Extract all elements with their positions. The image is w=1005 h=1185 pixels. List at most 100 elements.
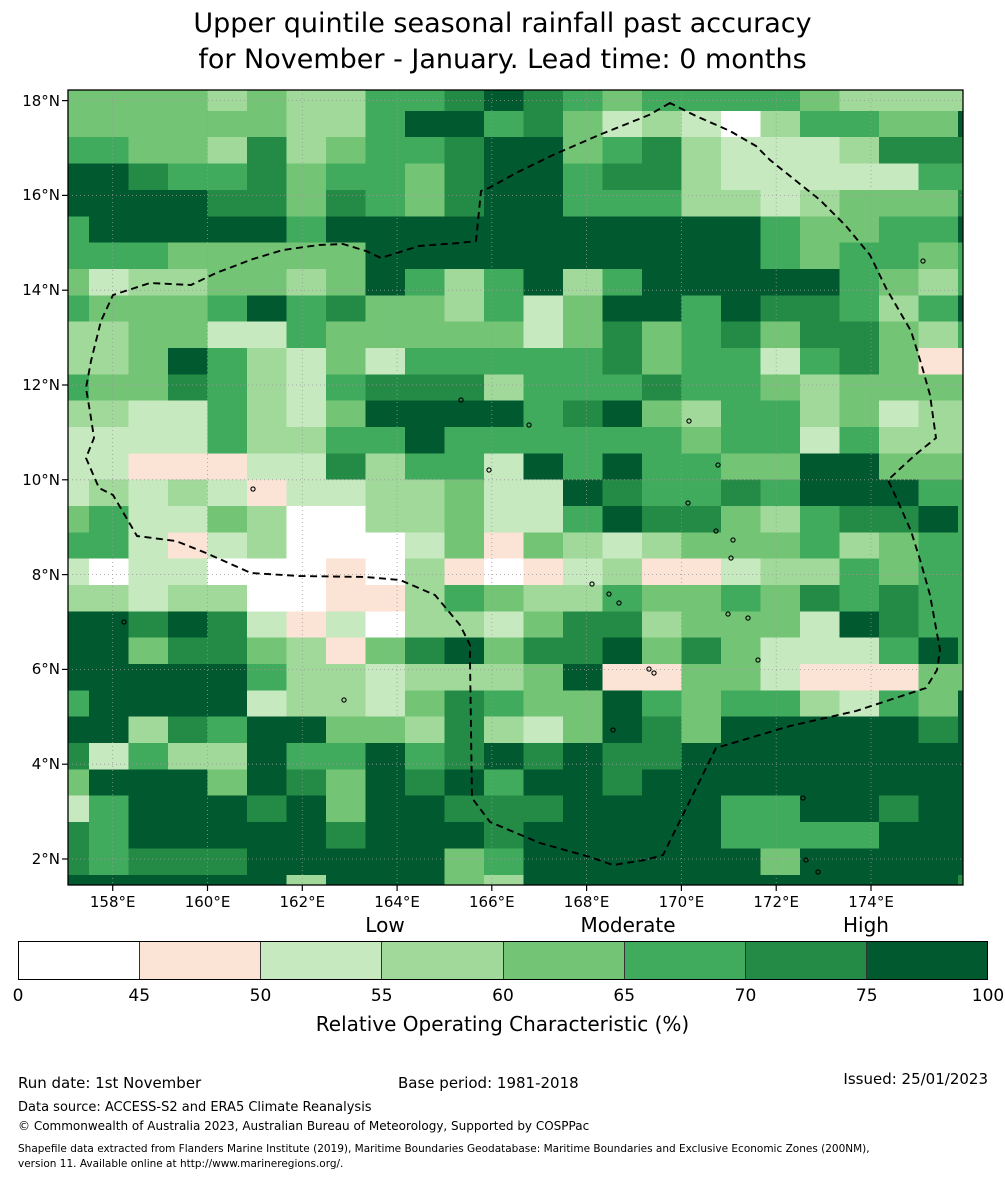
shapefile-attribution-line1: Shapefile data extracted from Flanders M… [18,1143,870,1155]
heatmap-cell [602,690,643,718]
heatmap-cell [484,611,524,639]
heatmap-cell [168,611,208,639]
heatmap-cell [365,690,406,718]
heatmap-cell [247,479,287,507]
heatmap-cell [286,90,327,112]
heatmap-cell [68,216,90,243]
heatmap-cell [760,400,801,428]
heatmap-cell [484,506,524,533]
heatmap-cell [602,321,643,349]
heatmap-cell [681,321,722,349]
heatmap-cell [918,137,959,164]
heatmap-cell [602,189,643,217]
heatmap-cell [602,506,643,533]
heatmap-cell [484,268,524,296]
heatmap-cell [444,690,485,718]
heatmap-cell [405,268,445,296]
island-mark [589,581,595,587]
heatmap-cell [68,822,90,849]
heatmap-cell [563,532,603,560]
colorbar-segment [866,942,987,979]
heatmap-cell [89,321,129,349]
heatmap-cell [247,769,287,797]
heatmap-cell [128,716,169,744]
heatmap-cell [800,110,840,138]
heatmap-cell [405,848,445,876]
heatmap-cell [800,532,840,560]
heatmap-cell [365,216,406,243]
heatmap-cell [68,242,90,270]
heatmap-cell [642,848,682,876]
y-tick-label: 18°N [22,91,60,110]
heatmap-cell [207,374,248,401]
heatmap-cell [721,743,761,770]
heatmap-cell [286,321,327,349]
heatmap-cell [642,321,682,349]
heatmap-cell [800,268,840,296]
heatmap-cell [800,611,840,639]
heatmap-cell [642,822,682,849]
heatmap-cell [721,637,761,665]
heatmap-cell [89,743,129,770]
heatmap-cell [800,795,840,823]
heatmap-cell [365,163,406,191]
heatmap-cell [207,795,248,823]
heatmap-cell [326,189,366,217]
heatmap-cell [839,321,880,349]
heatmap-cell [405,506,445,533]
heatmap-cell [602,400,643,428]
heatmap-cell [839,874,880,886]
heatmap-cell [89,848,129,876]
heatmap-cell [207,242,248,270]
heatmap-cell [958,637,964,665]
heatmap-cell [918,874,959,886]
heatmap-cell [760,506,801,533]
heatmap-cell [68,295,90,322]
heatmap-cell [484,400,524,428]
heatmap-cell [602,822,643,849]
island-mark [800,795,806,801]
heatmap-cell [168,90,208,112]
heatmap-cell [444,585,485,612]
heatmap-cell [68,268,90,296]
heatmap-cell [958,585,964,612]
heatmap-cell [839,426,880,454]
heatmap-cell [89,479,129,507]
heatmap-cell [958,506,964,533]
heatmap-cell [326,242,366,270]
heatmap-cell [642,137,682,164]
heatmap-cell [247,848,287,876]
heatmap-cell [405,558,445,586]
eez-boundary-line [85,102,941,866]
heatmap-cell [602,426,643,454]
heatmap-cell [760,558,801,586]
heatmap-cell [89,716,129,744]
heatmap-cell [918,506,959,533]
heatmap-cell [128,374,169,401]
heatmap-cell [721,268,761,296]
heatmap-cell [405,426,445,454]
heatmap-cell [681,90,722,112]
heatmap-cell [800,769,840,797]
heatmap-cell [721,795,761,823]
heatmap-cell [523,189,564,217]
heatmap-cell [89,822,129,849]
x-tick-label: 160°E [184,893,231,911]
heatmap-cell [958,848,964,876]
heatmap-cell [958,532,964,560]
heatmap-cell [839,506,880,533]
heatmap-cell [681,822,722,849]
heatmap-cell [365,321,406,349]
run-date-text: Run date: 1st November [18,1074,202,1092]
heatmap-cell [760,137,801,164]
heatmap-cell [128,506,169,533]
heatmap-cell [523,426,564,454]
island-mark [250,486,256,492]
heatmap-cell [247,664,287,691]
heatmap-cell [879,690,919,718]
heatmap-cell [918,822,959,849]
heatmap-cell [128,558,169,586]
heatmap-cell [286,611,327,639]
heatmap-cell [68,637,90,665]
heatmap-cell [721,110,761,138]
